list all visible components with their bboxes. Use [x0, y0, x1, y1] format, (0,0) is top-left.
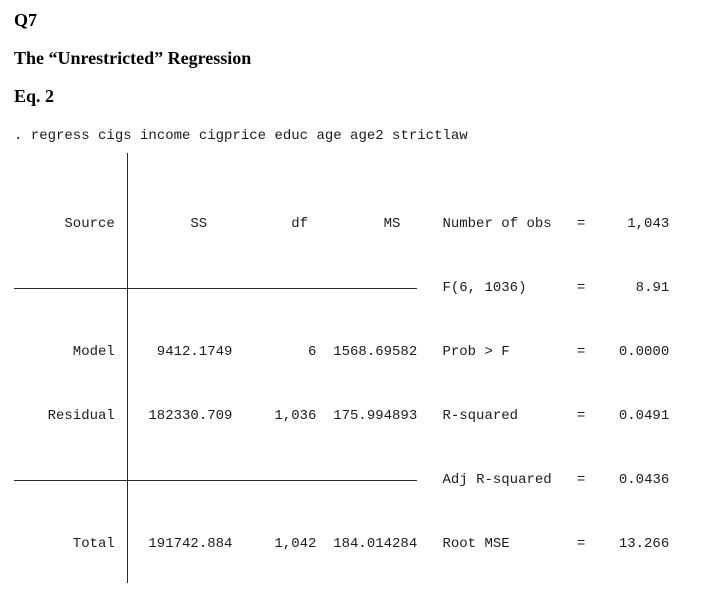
heading-title: The “Unrestricted” Regression: [14, 48, 252, 68]
equals-sign: =: [576, 280, 586, 296]
vertical-rule: [126, 153, 128, 583]
ss-cell: 191742.884: [148, 536, 233, 552]
column-gap: [417, 280, 442, 296]
column-gap: [115, 216, 132, 232]
table-row-total: Total 191742.884 1,042 184.014284 Root M…: [14, 536, 701, 552]
stat-label: Prob > F: [442, 344, 510, 360]
source-cell: Residual: [47, 408, 115, 424]
stat-value: 0.0000: [618, 344, 670, 360]
df-cell: 1,036: [274, 408, 317, 424]
ms-cell: 184.014284: [333, 536, 418, 552]
anova-table: Source SS df MS Number of obs = 1,043 F(…: [14, 152, 701, 584]
equals-sign: =: [576, 536, 586, 552]
ss-header: SS: [190, 216, 208, 232]
column-gap: [115, 408, 132, 424]
stat-label: R-squared: [442, 408, 519, 424]
table-row-model: Model 9412.1749 6 1568.69582 Prob > F = …: [14, 344, 701, 360]
ms-cell: 1568.69582: [333, 344, 418, 360]
rule-row: Adj R-squared = 0.0436: [14, 472, 701, 488]
ss-cell: 9412.1749: [156, 344, 233, 360]
equals-sign: =: [576, 216, 586, 232]
column-gap: [417, 408, 442, 424]
ms-header: MS: [383, 216, 401, 232]
column-gap: [417, 536, 442, 552]
stat-value: 1,043: [627, 216, 670, 232]
heading-eq2: Eq. 2: [14, 86, 55, 106]
stat-value: 13.266: [618, 536, 670, 552]
table-row-residual: Residual 182330.709 1,036 175.994893 R-s…: [14, 408, 701, 424]
equals-sign: =: [576, 408, 586, 424]
df-cell: 6: [308, 344, 317, 360]
source-header: Source: [64, 216, 115, 232]
ms-cell: 175.994893: [333, 408, 418, 424]
source-cell: Model: [72, 344, 115, 360]
anova-header-row: Source SS df MS Number of obs = 1,043: [14, 216, 701, 232]
df-header: df: [291, 216, 309, 232]
stat-value: 0.0436: [618, 472, 670, 488]
stat-label: Root MSE: [442, 536, 510, 552]
stat-label: Number of obs: [442, 216, 552, 232]
column-gap: [417, 216, 442, 232]
column-gap: [417, 344, 442, 360]
column-gap: [417, 472, 442, 488]
ss-cell: 182330.709: [148, 408, 233, 424]
stata-command: . regress cigs income cigprice educ age …: [14, 128, 468, 144]
column-gap: [115, 536, 132, 552]
stat-label: F(6, 1036): [442, 280, 527, 296]
stat-value: 8.91: [635, 280, 670, 296]
horizontal-rule: [14, 480, 418, 482]
equals-sign: =: [576, 472, 586, 488]
equals-sign: =: [576, 344, 586, 360]
source-cell: Total: [72, 536, 115, 552]
stat-value: 0.0491: [618, 408, 670, 424]
horizontal-rule: [14, 288, 418, 290]
column-gap: [115, 344, 132, 360]
df-cell: 1,042: [274, 536, 317, 552]
heading-q7: Q7: [14, 10, 38, 30]
rule-row: F(6, 1036) = 8.91: [14, 280, 701, 296]
stat-label: Adj R-squared: [442, 472, 552, 488]
